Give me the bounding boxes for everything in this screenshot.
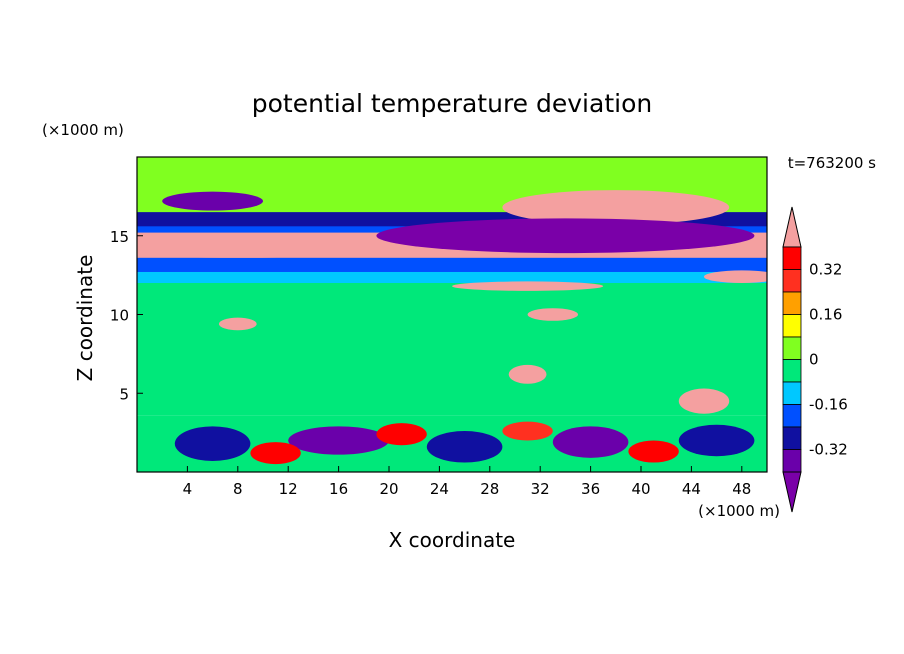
x-tick-label: 48 [732, 480, 751, 498]
contour-band-5 [137, 257, 767, 274]
x-axis-label: X coordinate [389, 528, 516, 552]
contour-field [137, 157, 767, 472]
contour-feature-8 [508, 364, 547, 384]
colorbar-box-7 [782, 404, 802, 428]
x-tick-label: 44 [682, 480, 701, 498]
colorbar-tick-label: 0.32 [809, 261, 842, 279]
contour-feature-7 [218, 317, 257, 331]
contour-band-0 [137, 157, 767, 189]
colorbar-box-1 [782, 269, 802, 293]
contour-feature-16 [376, 423, 427, 446]
x-tick-label: 4 [183, 480, 193, 498]
colorbar-tick-label: -0.32 [809, 441, 848, 459]
y-tick-label: 5 [119, 385, 129, 403]
colorbar-bottom-triangle [782, 471, 802, 513]
contour-feature-14 [678, 424, 755, 457]
y-tick-label: 15 [110, 228, 129, 246]
contour-feature-18 [502, 421, 553, 441]
contour-feature-13 [552, 426, 629, 458]
x-tick-label: 12 [279, 480, 298, 498]
time-label: t=763200 s [788, 154, 876, 172]
contour-band-7 [137, 283, 767, 416]
colorbar-top-triangle [782, 206, 802, 248]
x-tick-label: 40 [631, 480, 650, 498]
colorbar-box-9 [782, 449, 802, 473]
contour-feature-10 [174, 426, 251, 461]
x-tick-label: 32 [531, 480, 550, 498]
colorbar-box-3 [782, 314, 802, 338]
contour-feature-4 [451, 281, 604, 291]
colorbar-box-2 [782, 291, 802, 315]
x-tick-label: 24 [430, 480, 449, 498]
contour-feature-3 [137, 235, 402, 258]
colorbar-tick-label: -0.16 [809, 396, 848, 414]
contour-feature-5 [704, 270, 767, 283]
contour-feature-11 [288, 426, 389, 455]
contour-feature-9 [678, 388, 730, 414]
x-tick-label: 36 [581, 480, 600, 498]
colorbar-box-4 [782, 336, 802, 360]
contour-feature-17 [628, 440, 679, 463]
contour-feature-6 [527, 308, 578, 321]
contour-feature-12 [426, 431, 503, 463]
colorbar-box-6 [782, 381, 802, 405]
y-tick-label: 10 [110, 307, 129, 325]
contour-feature-2 [162, 191, 263, 211]
colorbar-tick-label: 0.16 [809, 306, 842, 324]
contour-feature-15 [250, 442, 301, 465]
colorbar-box-8 [782, 426, 802, 450]
colorbar-box-0 [782, 246, 802, 270]
colorbar-box-5 [782, 359, 802, 383]
x-unit-label: (×1000 m) [698, 502, 780, 520]
colorbar: 0.32 0.16 0 -0.16 -0.32 [782, 206, 848, 513]
x-tick-label: 16 [329, 480, 348, 498]
y-axis: 5 10 15 [110, 228, 143, 403]
y-unit-label: (×1000 m) [42, 121, 124, 139]
y-axis-label: Z coordinate [73, 255, 97, 382]
contour-band-6 [137, 271, 767, 283]
x-tick-label: 28 [480, 480, 499, 498]
colorbar-tick-label: 0 [809, 351, 819, 369]
x-axis: 4 8 12 16 20 24 28 32 36 40 44 48 [183, 466, 751, 498]
contour-feature-0 [502, 190, 730, 225]
contour-feature-1 [376, 218, 755, 254]
x-tick-label: 20 [379, 480, 398, 498]
chart-title: potential temperature deviation [252, 89, 652, 118]
x-tick-label: 8 [233, 480, 243, 498]
